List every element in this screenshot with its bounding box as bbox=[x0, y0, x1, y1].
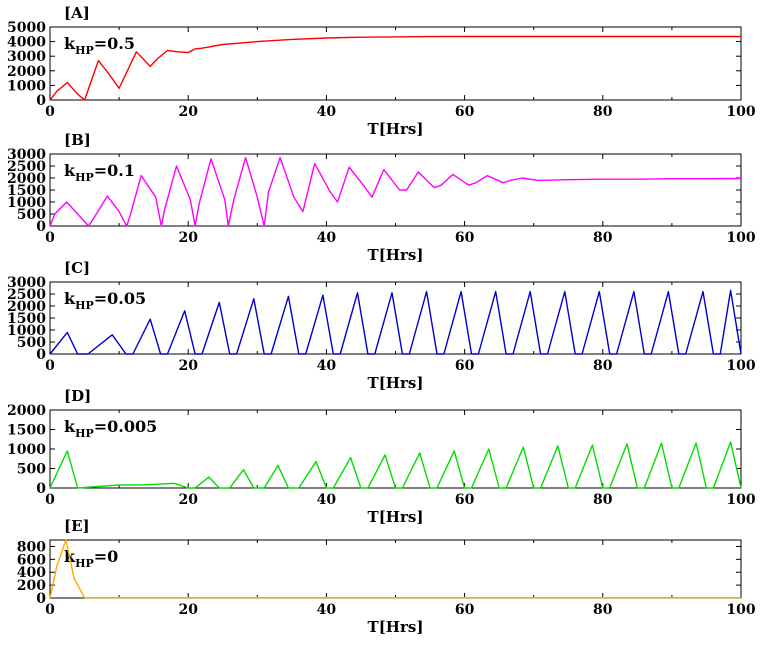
x-tick-label: 100 bbox=[726, 230, 755, 246]
x-tick-label: 100 bbox=[726, 602, 755, 618]
y-tick-label: 2000 bbox=[7, 403, 46, 419]
x-tick-label: 20 bbox=[178, 602, 198, 618]
y-tick-label: 0 bbox=[36, 481, 46, 497]
plot-frame bbox=[49, 281, 742, 355]
panel-label: [E] bbox=[64, 517, 90, 535]
panel-3: 0 20 40 60 80 100050010001500200025003000T[Hr… bbox=[7, 259, 756, 392]
y-tick-label: 0 bbox=[36, 93, 46, 109]
y-tick-label: 2500 bbox=[7, 287, 46, 303]
y-tick-label: 0 bbox=[36, 591, 46, 607]
y-tick-label: 2000 bbox=[7, 64, 46, 80]
x-tick-label: 60 bbox=[455, 104, 475, 120]
y-tick-label: 400 bbox=[17, 565, 46, 581]
series-line bbox=[49, 539, 741, 599]
y-tick-label: 3000 bbox=[7, 147, 46, 163]
x-tick-label: 80 bbox=[593, 492, 613, 508]
panel-label: [C] bbox=[64, 259, 90, 277]
panel-1: 0 20 40 60 80 100010002000300040005000T[Hrs][… bbox=[7, 4, 756, 138]
series-line bbox=[49, 289, 742, 355]
x-axis-label: T[Hrs] bbox=[368, 374, 424, 392]
y-tick-label: 3000 bbox=[7, 275, 46, 291]
series-line bbox=[49, 35, 741, 101]
x-tick-label: 0 bbox=[45, 230, 55, 246]
series-line bbox=[49, 156, 742, 227]
x-tick-label: 80 bbox=[593, 358, 613, 374]
x-tick-label: 40 bbox=[317, 358, 337, 374]
x-tick-label: 60 bbox=[455, 492, 475, 508]
y-tick-label: 500 bbox=[17, 207, 46, 223]
y-tick-label: 1000 bbox=[7, 442, 46, 458]
x-tick-label: 40 bbox=[317, 492, 337, 508]
plot-frame bbox=[49, 539, 742, 599]
x-axis-label: T[Hrs] bbox=[368, 508, 424, 526]
y-tick-label: 600 bbox=[17, 552, 46, 568]
panel-label: [A] bbox=[64, 4, 90, 22]
x-tick-label: 20 bbox=[178, 230, 198, 246]
plot-frame bbox=[49, 153, 742, 227]
y-tick-label: 0 bbox=[36, 219, 46, 235]
panel-label: [B] bbox=[64, 131, 91, 149]
y-tick-label: 500 bbox=[17, 462, 46, 478]
y-tick-label: 5000 bbox=[7, 20, 46, 36]
y-tick-label: 3000 bbox=[7, 49, 46, 65]
kinetic-constant-label: kHP=0.005 bbox=[64, 417, 157, 440]
x-tick-label: 0 bbox=[45, 492, 55, 508]
panel-2: 0 20 40 60 80 100050010001500200025003000T[Hr… bbox=[7, 131, 756, 264]
x-tick-label: 0 bbox=[45, 602, 55, 618]
x-tick-label: 80 bbox=[593, 602, 613, 618]
y-tick-label: 500 bbox=[17, 335, 46, 351]
x-axis-label: T[Hrs] bbox=[368, 618, 424, 636]
x-tick-label: 80 bbox=[593, 104, 613, 120]
x-tick-label: 20 bbox=[178, 358, 198, 374]
x-tick-label: 40 bbox=[317, 602, 337, 618]
y-tick-label: 1000 bbox=[7, 323, 46, 339]
x-tick-label: 40 bbox=[317, 230, 337, 246]
x-axis-label: T[Hrs] bbox=[368, 246, 424, 264]
x-tick-label: 0 bbox=[45, 104, 55, 120]
y-tick-label: 0 bbox=[36, 347, 46, 363]
kinetic-constant-label: kHP=0.5 bbox=[64, 34, 135, 57]
x-tick-label: 100 bbox=[726, 492, 755, 508]
x-tick-label: 40 bbox=[317, 104, 337, 120]
y-tick-label: 200 bbox=[17, 578, 46, 594]
x-tick-label: 20 bbox=[178, 492, 198, 508]
x-tick-label: 60 bbox=[455, 602, 475, 618]
x-tick-label: 60 bbox=[455, 358, 475, 374]
y-tick-label: 2000 bbox=[7, 299, 46, 315]
panel-label: [D] bbox=[64, 387, 91, 405]
x-tick-label: 100 bbox=[726, 104, 755, 120]
y-tick-label: 1500 bbox=[7, 183, 46, 199]
y-tick-label: 4000 bbox=[7, 35, 46, 51]
y-tick-label: 800 bbox=[17, 539, 46, 555]
series-line bbox=[49, 441, 742, 489]
x-tick-label: 0 bbox=[45, 358, 55, 374]
kinetic-constant-label: kHP=0.05 bbox=[64, 289, 146, 312]
y-tick-label: 1000 bbox=[7, 195, 46, 211]
x-tick-label: 20 bbox=[178, 104, 198, 120]
x-tick-label: 100 bbox=[726, 358, 755, 374]
x-tick-label: 80 bbox=[593, 230, 613, 246]
y-tick-label: 1500 bbox=[7, 423, 46, 439]
kinetic-constant-label: kHP=0.1 bbox=[64, 161, 135, 184]
y-tick-label: 1000 bbox=[7, 78, 46, 94]
y-tick-label: 1500 bbox=[7, 311, 46, 327]
x-axis-label: T[Hrs] bbox=[368, 120, 424, 138]
x-tick-label: 60 bbox=[455, 230, 475, 246]
panel-4: 0 20 40 60 80 1000500100015002000T[Hrs][D]kHP… bbox=[7, 387, 756, 526]
y-tick-label: 2000 bbox=[7, 171, 46, 187]
y-tick-label: 2500 bbox=[7, 159, 46, 175]
